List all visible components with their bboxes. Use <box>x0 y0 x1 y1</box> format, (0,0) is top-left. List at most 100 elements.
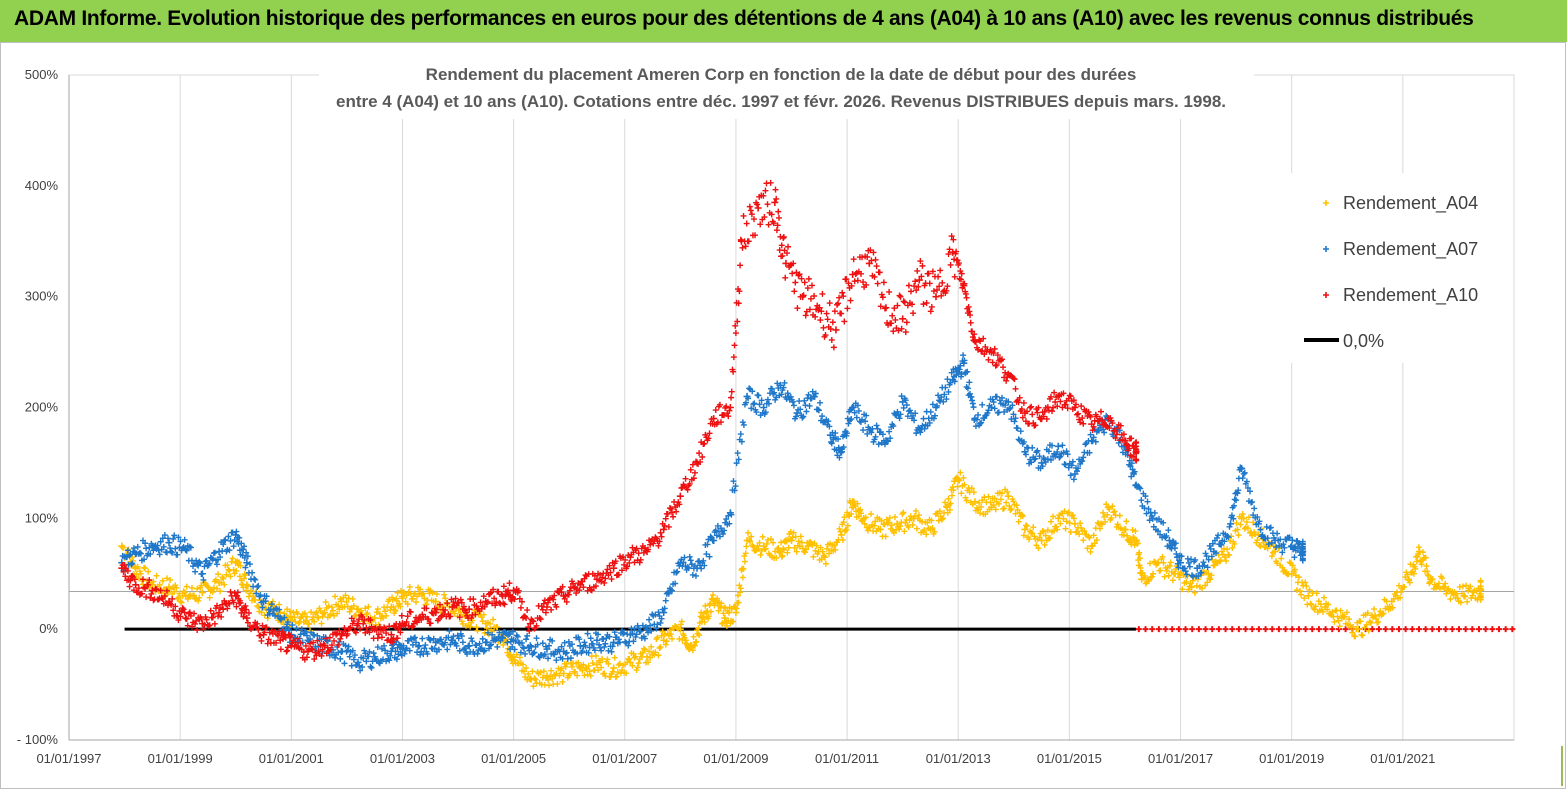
a10-zero-marker <box>1382 626 1389 633</box>
series-Rendement_A10-marker <box>664 510 671 517</box>
series-Rendement_A04-marker <box>1141 572 1148 579</box>
series-Rendement_A07-marker <box>863 412 870 419</box>
series-Rendement_A10-marker <box>444 600 451 607</box>
series-Rendement_A10-marker <box>961 280 968 287</box>
series-Rendement_A07-marker <box>816 399 823 406</box>
series-Rendement_A07-marker <box>403 645 410 652</box>
series-Rendement_A04-marker <box>736 582 743 589</box>
series-Rendement_A04-marker <box>532 676 539 683</box>
series-Rendement_A07-marker <box>920 415 927 422</box>
series-Rendement_A04-marker <box>1042 532 1049 539</box>
series-Rendement_A10-marker <box>730 368 737 375</box>
series-Rendement_A10-marker <box>273 639 280 646</box>
series-Rendement_A04-marker <box>750 543 757 550</box>
series-Rendement_A10-marker <box>127 577 134 584</box>
series-Rendement_A07-marker <box>456 647 463 654</box>
series-Rendement_A04-marker <box>995 500 1002 507</box>
series-Rendement_A07-marker <box>991 405 998 412</box>
series-Rendement_A10-marker <box>1079 415 1086 422</box>
series-Rendement_A04-marker <box>1437 585 1444 592</box>
series-Rendement_A10-marker <box>1109 420 1116 427</box>
series-Rendement_A07-point <box>988 404 996 411</box>
series-Rendement_A10-marker <box>287 632 294 639</box>
series-Rendement_A04-marker <box>572 669 579 676</box>
series-Rendement_A04-marker <box>1165 572 1172 579</box>
series-Rendement_A07-marker <box>900 404 907 411</box>
series-Rendement_A10-marker <box>607 569 614 576</box>
series-Rendement_A07-marker <box>236 534 243 541</box>
series-Rendement_A04-marker <box>770 539 777 546</box>
series-Rendement_A07-marker <box>1095 427 1102 434</box>
series-Rendement_A10-marker <box>662 515 669 522</box>
series-Rendement_A07-marker <box>979 401 986 408</box>
series-Rendement_A10-marker <box>730 354 737 361</box>
series-Rendement_A04-marker <box>1026 536 1033 543</box>
series-Rendement_A04-marker <box>317 607 324 614</box>
series-Rendement_A04-marker <box>420 590 427 597</box>
x-tick-label: 01/01/2007 <box>592 751 657 766</box>
series-Rendement_A04-marker <box>693 638 700 645</box>
series-Rendement_A07-marker <box>414 649 421 656</box>
series-Rendement_A07-marker <box>584 630 591 637</box>
series-Rendement_A04-marker <box>652 649 659 656</box>
series-Rendement_A04-marker <box>605 660 612 667</box>
series-Rendement_A10-marker <box>477 599 484 606</box>
series-Rendement_A07-marker <box>753 409 760 416</box>
series-Rendement_A10-marker <box>327 646 334 653</box>
series-Rendement_A07-marker <box>374 644 381 651</box>
series-Rendement_A10-marker <box>191 610 198 617</box>
series-Rendement_A04-marker <box>901 528 908 535</box>
series-Rendement_A07-marker <box>1224 533 1231 540</box>
series-Rendement_A10-marker <box>1012 385 1019 392</box>
series-Rendement_A04-marker <box>871 522 878 529</box>
series-Rendement_A07-marker <box>1059 442 1066 449</box>
series-Rendement_A07-marker <box>481 647 488 654</box>
resize-handle[interactable] <box>1553 746 1563 786</box>
x-tick-label: 01/01/2015 <box>1037 751 1102 766</box>
series-Rendement_A04-marker <box>1234 526 1241 533</box>
a10-zero-marker <box>1489 626 1496 633</box>
series-Rendement_A07-marker <box>603 635 610 642</box>
series-Rendement_A10-marker <box>726 407 733 414</box>
series-Rendement_A04-marker <box>791 544 798 551</box>
series-Rendement_A10-marker <box>831 308 838 315</box>
series-Rendement_A10-marker <box>877 303 884 310</box>
series-Rendement_A07-marker <box>762 409 769 416</box>
series-Rendement_A07-marker <box>484 629 491 636</box>
a10-zero-marker <box>1135 626 1142 633</box>
series-Rendement_A10-marker <box>183 615 190 622</box>
series-Rendement_A10-marker <box>805 275 812 282</box>
series-Rendement_A07-marker <box>521 645 528 652</box>
series-Rendement_A04-marker <box>755 545 762 552</box>
series-Rendement_A04-marker <box>667 631 674 638</box>
series-Rendement_A10-marker <box>748 211 755 218</box>
series-Rendement_A07-marker <box>860 427 867 434</box>
series-Rendement_A07-marker <box>359 664 366 671</box>
series-Rendement_A04-marker <box>403 592 410 599</box>
series-Rendement_A04-marker <box>426 590 433 597</box>
series-Rendement_A04-marker <box>1087 548 1094 555</box>
series-Rendement_A10-marker <box>573 590 580 597</box>
series-Rendement_A10-marker <box>778 242 785 249</box>
series-Rendement_A04-marker <box>602 673 609 680</box>
series-Rendement_A07-marker <box>851 409 858 416</box>
x-tick-label: 01/01/2003 <box>370 751 435 766</box>
series-Rendement_A07-marker <box>582 642 589 649</box>
x-tick-label: 01/01/2013 <box>926 751 991 766</box>
series-Rendement_A04-marker <box>575 659 582 666</box>
series-Rendement_A07-marker <box>281 614 288 621</box>
a10-zero-marker <box>1229 626 1236 633</box>
series-Rendement_A04-marker <box>236 573 243 580</box>
series-Rendement_A04-marker <box>1401 583 1408 590</box>
series-Rendement_A07-marker <box>1029 444 1036 451</box>
series-Rendement_A04-marker <box>945 495 952 502</box>
series-Rendement_A07-marker <box>917 429 924 436</box>
series-Rendement_A07-marker <box>170 535 177 542</box>
series-Rendement_A04-marker <box>545 676 552 683</box>
series-Rendement_A04-marker <box>1090 532 1097 539</box>
series-Rendement_A04-marker <box>196 594 203 601</box>
series-Rendement_A04-marker <box>954 483 961 490</box>
series-Rendement_A04-point <box>398 594 406 602</box>
series-Rendement_A10-marker <box>946 246 953 253</box>
series-Rendement_A10-marker <box>1064 405 1071 412</box>
